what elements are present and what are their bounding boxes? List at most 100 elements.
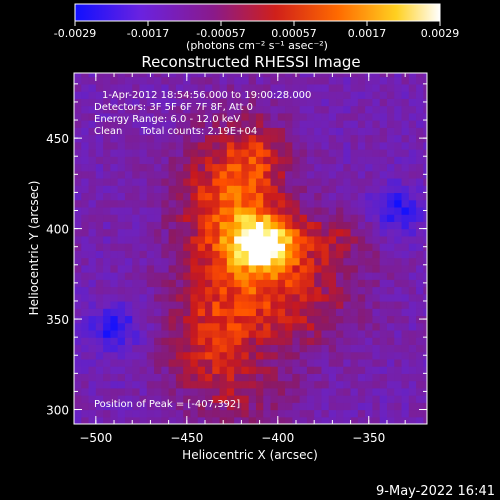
heatmap-cell [117, 120, 126, 128]
heatmap-cell [321, 83, 330, 92]
heatmap-cell [386, 199, 395, 208]
heatmap-cell [241, 127, 250, 136]
heatmap-cell [197, 199, 206, 208]
heatmap-cell [277, 91, 286, 99]
heatmap-cell [386, 76, 395, 85]
heatmap-cell [146, 272, 155, 280]
heatmap-cell [234, 308, 242, 317]
heatmap-cell [154, 402, 162, 411]
heatmap-cell [74, 337, 82, 345]
heatmap-cell [190, 120, 199, 128]
heatmap-cell [132, 416, 141, 424]
heatmap-cell [124, 214, 133, 222]
heatmap-cell [154, 366, 162, 374]
heatmap-cell [161, 228, 170, 237]
heatmap-cell [292, 76, 301, 85]
heatmap-cell [205, 380, 213, 389]
heatmap-cell [205, 257, 213, 266]
heatmap-cell [386, 120, 395, 128]
heatmap-cell [241, 315, 250, 324]
heatmap-cell [124, 120, 133, 128]
heatmap-cell [183, 177, 192, 186]
heatmap-cell [117, 127, 126, 136]
heatmap-cell [299, 105, 308, 114]
heatmap-cell [110, 134, 119, 143]
heatmap-cell [117, 300, 126, 309]
heatmap-cell [314, 286, 323, 295]
heatmap-cell [226, 387, 235, 396]
heatmap-cell [365, 192, 374, 201]
heatmap-cell [401, 221, 410, 230]
heatmap-cell [234, 221, 242, 230]
heatmap-cell [386, 358, 395, 367]
heatmap-cell [81, 192, 90, 201]
heatmap-cell [124, 337, 133, 345]
heatmap-cell [328, 358, 337, 367]
colorbar-ticks: -0.0029 -0.0017 -0.00057 0.00057 0.0017 0.002… [54, 21, 459, 40]
heatmap-cell [117, 409, 126, 418]
heatmap-cell [270, 83, 279, 92]
heatmap-cell [95, 329, 104, 338]
heatmap-cell [306, 257, 315, 266]
heatmap-cell [146, 98, 155, 107]
heatmap-cell [117, 199, 126, 208]
heatmap-cell [168, 257, 177, 266]
heatmap-cell [74, 235, 82, 244]
heatmap-cell [416, 105, 424, 114]
heatmap-cell [117, 156, 126, 165]
heatmap-cell [394, 272, 403, 280]
heatmap-cell [103, 134, 111, 143]
heatmap-cell [117, 402, 126, 411]
heatmap-cell [394, 387, 403, 396]
heatmap-cell [416, 214, 424, 222]
heatmap-cell [372, 148, 381, 157]
heatmap-cell [299, 112, 308, 121]
heatmap-cell [197, 127, 206, 136]
heatmap-cell [328, 322, 337, 331]
heatmap-cell [336, 286, 344, 295]
heatmap-cell [336, 221, 344, 230]
heatmap-cell [343, 206, 352, 215]
heatmap-cell [357, 192, 366, 201]
heatmap-cell [270, 91, 279, 99]
heatmap-cell [88, 300, 97, 309]
heatmap-cell [103, 293, 111, 302]
heatmap-cell [212, 148, 221, 157]
heatmap-cell [416, 373, 424, 382]
heatmap-cell [365, 163, 374, 172]
heatmap-cell [248, 308, 257, 317]
heatmap-cell [350, 105, 359, 114]
heatmap-cell [117, 112, 126, 121]
colorbar-tick-label: -0.0029 [54, 27, 96, 40]
heatmap-cell [190, 329, 199, 338]
heatmap-cell [139, 73, 148, 78]
heatmap-cell [386, 257, 395, 266]
heatmap-cell [372, 214, 381, 222]
heatmap-cell [212, 91, 221, 99]
heatmap-cell [234, 206, 242, 215]
heatmap-cell [81, 358, 90, 367]
heatmap-cell [379, 105, 388, 114]
heatmap-cell [146, 120, 155, 128]
heatmap-cell [154, 387, 162, 396]
heatmap-cell [197, 170, 206, 179]
heatmap-cell [394, 177, 403, 186]
heatmap-cell [81, 257, 90, 266]
heatmap-cell [394, 214, 403, 222]
heatmap-cell [328, 409, 337, 418]
heatmap-cell [161, 105, 170, 114]
heatmap-cell [190, 148, 199, 157]
heatmap-cell [394, 156, 403, 165]
heatmap-cell [81, 286, 90, 295]
heatmap-cell [226, 286, 235, 295]
heatmap-cell [365, 170, 374, 179]
heatmap-cell [277, 337, 286, 345]
heatmap-cell [124, 315, 133, 324]
heatmap-cell [285, 105, 293, 114]
heatmap-cell [277, 83, 286, 92]
heatmap-cell [314, 214, 323, 222]
heatmap-cell [132, 257, 141, 266]
heatmap-cell [117, 185, 126, 194]
heatmap-cell [394, 409, 403, 418]
heatmap-cell [139, 163, 148, 172]
